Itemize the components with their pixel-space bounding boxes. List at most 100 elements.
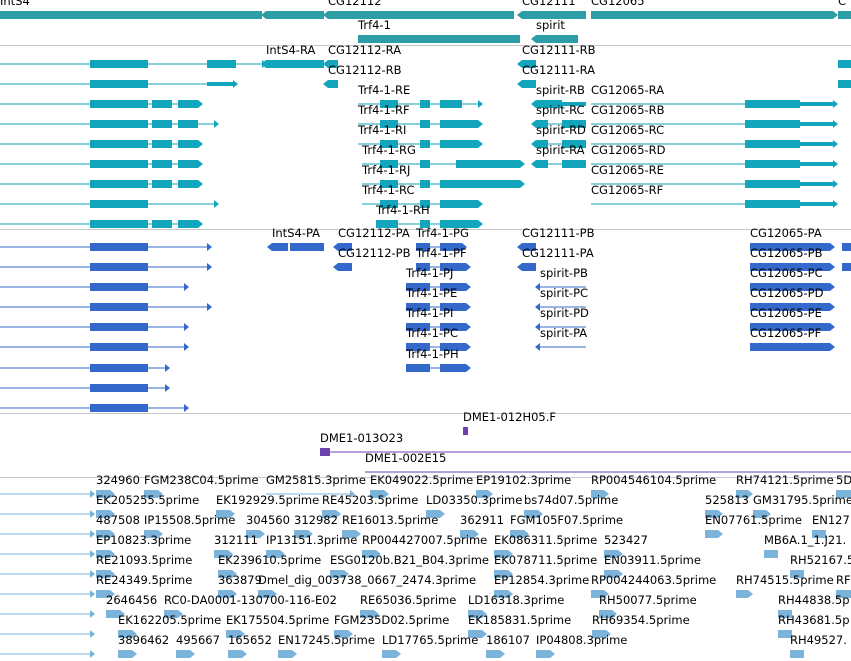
est-feature[interactable] [294, 530, 313, 538]
est-feature[interactable] [218, 590, 237, 598]
transcript-feature[interactable] [0, 180, 203, 188]
est-feature[interactable] [96, 510, 115, 518]
transcript-feature[interactable] [531, 140, 586, 148]
protein-feature[interactable] [333, 263, 352, 271]
est-feature[interactable] [812, 530, 826, 538]
protein-feature[interactable] [842, 243, 851, 251]
protein-feature[interactable] [0, 263, 212, 271]
est-feature[interactable] [216, 510, 235, 518]
protein-feature[interactable] [0, 323, 189, 331]
gene-feature[interactable] [838, 11, 851, 19]
est-feature[interactable] [164, 610, 183, 618]
est-feature[interactable] [0, 530, 95, 538]
est-feature[interactable] [0, 630, 95, 638]
protein-feature[interactable] [0, 384, 170, 392]
est-feature[interactable] [604, 550, 623, 558]
transcript-feature[interactable] [591, 200, 838, 208]
est-feature[interactable] [836, 590, 851, 598]
est-feature[interactable] [0, 570, 95, 578]
est-feature[interactable] [266, 490, 355, 498]
est-feature[interactable] [460, 530, 479, 538]
est-feature[interactable] [96, 570, 115, 578]
protein-feature[interactable] [750, 323, 835, 331]
est-feature[interactable] [228, 650, 247, 658]
transcript-feature[interactable] [531, 160, 586, 168]
est-feature[interactable] [736, 490, 753, 498]
est-feature[interactable] [476, 490, 493, 498]
protein-feature[interactable] [406, 343, 471, 351]
transcript-feature[interactable] [838, 80, 851, 88]
protein-feature[interactable] [0, 243, 212, 251]
transcript-feature[interactable] [362, 180, 525, 188]
protein-feature[interactable] [416, 263, 471, 271]
est-feature[interactable] [599, 610, 617, 618]
est-feature[interactable] [278, 650, 297, 658]
est-feature[interactable] [604, 570, 623, 578]
protein-feature[interactable] [0, 303, 212, 311]
transcript-feature[interactable] [0, 220, 203, 228]
protein-feature[interactable] [842, 263, 851, 271]
est-feature[interactable] [494, 550, 513, 558]
est-feature[interactable] [0, 650, 95, 658]
transcript-feature[interactable] [517, 60, 536, 68]
transcript-feature[interactable] [591, 120, 838, 128]
est-feature[interactable] [0, 610, 95, 618]
est-feature[interactable] [705, 530, 723, 538]
est-feature[interactable] [96, 550, 115, 558]
transcript-feature[interactable] [0, 200, 219, 208]
transcript-feature[interactable] [591, 140, 838, 148]
transcript-feature[interactable] [591, 160, 838, 168]
protein-feature[interactable] [0, 364, 170, 372]
est-feature[interactable] [258, 590, 277, 598]
est-feature[interactable] [370, 490, 389, 498]
protein-feature[interactable] [406, 364, 471, 372]
protein-feature[interactable] [535, 323, 586, 331]
est-feature[interactable] [468, 610, 487, 618]
clone-feature[interactable] [320, 448, 851, 456]
gene-feature[interactable] [0, 11, 262, 19]
transcript-feature[interactable] [838, 60, 851, 68]
est-feature[interactable] [486, 650, 505, 658]
protein-feature[interactable] [333, 243, 352, 251]
transcript-feature[interactable] [591, 180, 838, 188]
protein-feature[interactable] [535, 303, 586, 311]
gene-feature[interactable] [323, 11, 514, 19]
gene-feature[interactable] [517, 11, 586, 19]
est-feature[interactable] [118, 650, 137, 658]
transcript-feature[interactable] [517, 80, 536, 88]
est-feature[interactable] [96, 590, 115, 598]
protein-feature[interactable] [416, 243, 467, 251]
gene-feature[interactable] [358, 35, 520, 43]
est-feature[interactable] [536, 650, 555, 658]
est-feature[interactable] [144, 490, 163, 498]
est-feature[interactable] [790, 570, 804, 578]
transcript-feature[interactable] [362, 160, 525, 168]
protein-feature[interactable] [750, 303, 835, 311]
clone-feature[interactable] [365, 471, 851, 473]
est-feature[interactable] [510, 530, 529, 538]
clone-feature[interactable] [463, 427, 468, 435]
transcript-feature[interactable] [0, 120, 219, 128]
est-feature[interactable] [764, 550, 778, 558]
est-feature[interactable] [342, 530, 361, 538]
protein-feature[interactable] [406, 283, 471, 291]
est-feature[interactable] [592, 630, 611, 638]
est-feature[interactable] [118, 630, 137, 638]
est-feature[interactable] [246, 530, 265, 538]
est-feature[interactable] [382, 650, 401, 658]
transcript-feature[interactable] [358, 120, 483, 128]
transcript-feature[interactable] [362, 200, 483, 208]
transcript-feature[interactable] [531, 100, 586, 108]
transcript-feature[interactable] [376, 220, 483, 228]
est-feature[interactable] [266, 550, 285, 558]
est-feature[interactable] [334, 630, 353, 638]
protein-feature[interactable] [750, 343, 835, 351]
protein-feature[interactable] [406, 323, 471, 331]
gene-feature[interactable] [591, 11, 838, 19]
est-feature[interactable] [591, 590, 609, 598]
protein-feature[interactable] [517, 243, 536, 251]
transcript-feature[interactable] [0, 160, 203, 168]
transcript-feature[interactable] [261, 60, 324, 68]
est-feature[interactable] [96, 530, 115, 538]
est-feature[interactable] [494, 570, 513, 578]
